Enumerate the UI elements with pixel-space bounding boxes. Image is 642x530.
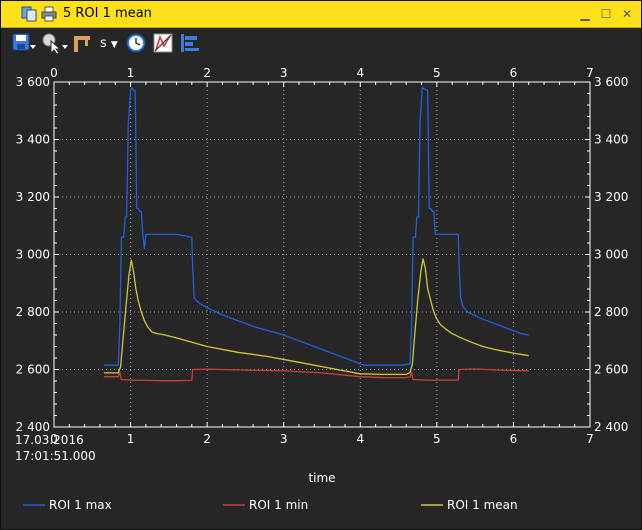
x-axis-label: time	[308, 471, 335, 485]
time-unit-dropdown[interactable]: s ▼	[100, 36, 118, 52]
x-tick-label-top: 6	[510, 66, 518, 80]
x-tick-label-bottom: 7	[586, 432, 594, 446]
zero-icon[interactable]	[152, 31, 174, 55]
x-tick-label-bottom: 0	[50, 432, 58, 446]
chevron-down-icon: ▼	[110, 40, 118, 50]
start-time-label: 17:01:51.000	[15, 449, 96, 463]
x-tick-label-bottom: 1	[127, 432, 135, 446]
y-tick-label-right: 3 400	[594, 133, 628, 147]
x-tick-label-bottom: 2	[203, 432, 211, 446]
start-date-label: 17.03.2016	[15, 433, 84, 447]
x-tick-label-top: 1	[127, 66, 135, 80]
x-tick-label-top: 3	[280, 66, 288, 80]
y-tick-label-right: 2 400	[594, 420, 628, 434]
x-tick-label-top: 5	[433, 66, 441, 80]
x-tick-label-top: 7	[586, 66, 594, 80]
y-tick-label-right: 3 000	[594, 248, 628, 262]
legend-label-1: ROI 1 max	[49, 498, 112, 512]
series-line-3	[103, 258, 529, 376]
series-line-2	[103, 368, 529, 382]
x-tick-label-bottom: 5	[433, 432, 441, 446]
y-tick-label-left: 3 000	[16, 248, 50, 262]
print-icon[interactable]	[41, 6, 57, 22]
marker-icon[interactable]	[71, 31, 93, 55]
cursor-tool-icon[interactable]	[41, 31, 69, 55]
title-bar[interactable]: 5 ROI 1 mean ▁ ☐ ✕	[1, 1, 641, 28]
window-title: 5 ROI 1 mean	[63, 6, 152, 21]
y-tick-label-left: 2 600	[16, 363, 50, 377]
series-line-1	[103, 87, 529, 366]
close-button[interactable]: ✕	[621, 7, 633, 21]
toolbar: s ▼	[1, 28, 641, 58]
x-tick-label-top: 4	[356, 66, 364, 80]
legend-label-2: ROI 1 min	[249, 498, 308, 512]
time-unit-label: s	[100, 36, 107, 51]
y-tick-label-left: 2 800	[16, 305, 50, 319]
minimize-button[interactable]: ▁	[580, 7, 590, 21]
restore-button[interactable]: ☐	[600, 7, 612, 21]
x-tick-label-bottom: 4	[356, 432, 364, 446]
x-tick-label-bottom: 3	[280, 432, 288, 446]
y-tick-label-right: 3 200	[594, 190, 628, 204]
y-tick-label-left: 3 200	[16, 190, 50, 204]
y-tick-label-left: 3 600	[16, 75, 50, 89]
x-tick-label-bottom: 6	[510, 432, 518, 446]
y-tick-label-left: 2 400	[16, 420, 50, 434]
save-icon[interactable]	[11, 31, 37, 55]
x-tick-label-top: 2	[203, 66, 211, 80]
y-tick-label-left: 3 400	[16, 133, 50, 147]
clock-icon[interactable]	[125, 31, 147, 55]
legend-icon[interactable]	[179, 31, 201, 55]
y-tick-label-right: 2 600	[594, 363, 628, 377]
copy-icon[interactable]	[21, 6, 37, 22]
legend-label-3: ROI 1 mean	[447, 498, 518, 512]
y-tick-label-right: 3 600	[594, 75, 628, 89]
y-tick-label-right: 2 800	[594, 305, 628, 319]
x-tick-label-top: 0	[50, 66, 58, 80]
